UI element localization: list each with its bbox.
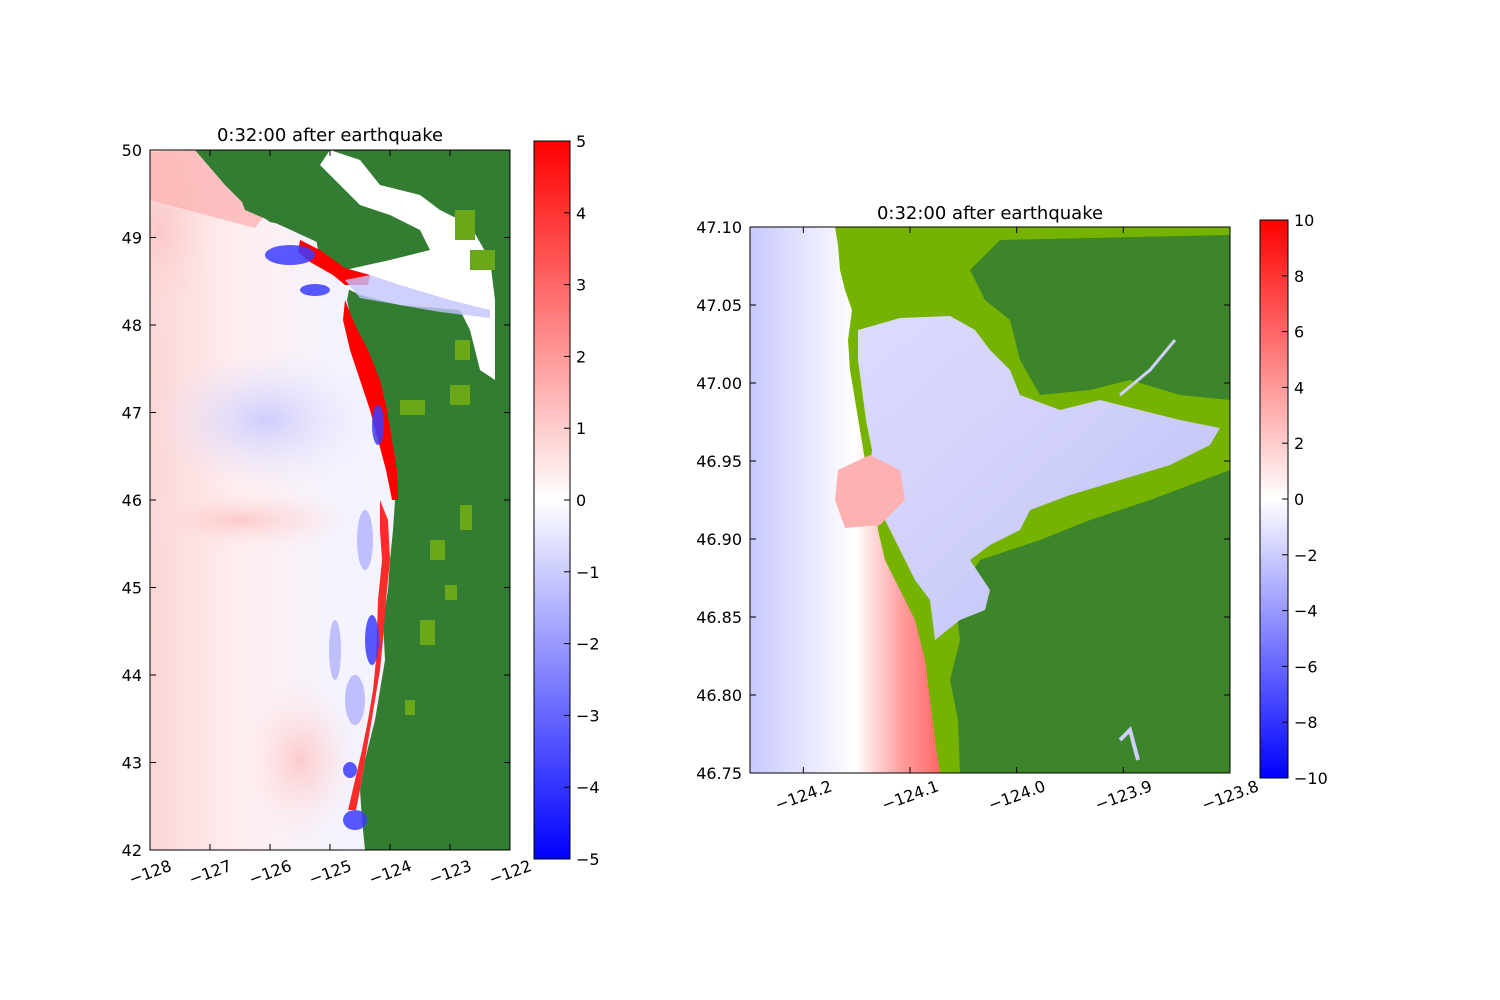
right-x-tick-label: −124.1: [879, 776, 941, 814]
left-y-tick-label: 43: [122, 754, 142, 773]
right-colorbar-tick-label: 4: [1294, 378, 1304, 397]
left-colorbar-tick-label: −1: [576, 563, 600, 582]
right-y-tick-label: 47.00: [696, 374, 742, 393]
left-colorbar-tick-label: −4: [576, 778, 600, 797]
left-colorbar-tick-label: 0: [576, 491, 586, 510]
left-red-coastal-band: [298, 240, 370, 285]
left-title: 0:32:00 after earthquake: [217, 125, 443, 146]
right-colorbar-ticks: −10 −8 −6 −4 −2 0 2 4 6 8 10: [1282, 211, 1328, 788]
left-colorbar-tick-label: 1: [576, 419, 586, 438]
right-map: [750, 227, 1230, 773]
right-x-tick-label: −124.2: [772, 776, 834, 814]
right-y-tick-label: 46.95: [696, 452, 742, 471]
left-y-tick-label: 48: [122, 316, 142, 335]
left-red-coastal-band-3: [348, 500, 390, 810]
right-y-tick-label: 46.80: [696, 686, 742, 705]
left-blue-eddy: [155, 350, 375, 490]
left-colorbar-tick-label: −5: [576, 850, 600, 869]
left-colorbar-ticks: −5 −4 −3 −2 −1 0 1 2 3 4 5: [564, 132, 600, 869]
right-title: 0:32:00 after earthquake: [877, 203, 1103, 224]
left-y-tick-label: 47: [122, 404, 142, 423]
left-blue-troughs: [265, 245, 384, 830]
left-pink-swirl: [150, 490, 360, 550]
left-vancouver-island: [230, 165, 420, 262]
left-colorbar-tick-label: 4: [576, 204, 586, 223]
right-x-tick-label: −123.9: [1092, 776, 1154, 814]
left-pale-blue-streaks: [329, 510, 373, 725]
left-panel: 0:32:00 after earthquake: [122, 125, 600, 889]
left-colorbar-tick-label: 5: [576, 132, 586, 151]
right-harbor-entrance: [835, 455, 905, 528]
left-land-light-patches: [400, 210, 495, 715]
left-x-tick-label: −125: [306, 856, 354, 889]
left-y-tick-label: 44: [122, 666, 142, 685]
right-axes-frame: [749, 226, 1231, 774]
left-colorbar-tick-label: −2: [576, 635, 600, 654]
left-y-tick-label: 49: [122, 229, 142, 248]
right-colorbar-tick-label: −10: [1294, 769, 1328, 788]
right-x-tick-label: −123.8: [1199, 776, 1261, 814]
right-forest-north: [970, 235, 1230, 400]
right-river-channel: [1119, 339, 1177, 397]
left-y-tick-label: 42: [122, 841, 142, 860]
right-x-tick-label: −124.0: [986, 776, 1048, 814]
left-y-ticks: 42 43 44 45 46 47 48 49 50: [122, 141, 510, 860]
right-colorbar-tick-label: −8: [1294, 713, 1318, 732]
right-y-tick-label: 46.75: [696, 764, 742, 783]
left-land: [195, 150, 510, 850]
right-colorbar-tick-label: 6: [1294, 323, 1304, 342]
left-x-tick-label: −123: [426, 856, 474, 889]
right-y-tick-label: 46.90: [696, 530, 742, 549]
right-river-channel-2: [1118, 726, 1140, 761]
left-x-tick-label: −124: [366, 856, 414, 889]
right-colorbar-tick-label: 2: [1294, 434, 1304, 453]
left-strait-gradient: [345, 275, 490, 318]
left-colorbar-tick-label: −3: [576, 706, 600, 725]
right-colorbar-tick-label: −6: [1294, 657, 1318, 676]
left-y-tick-label: 46: [122, 491, 142, 510]
right-colorbar-tick-label: −2: [1294, 546, 1318, 565]
left-colorbar-tick-label: 2: [576, 347, 586, 366]
left-x-tick-label: −128: [126, 856, 174, 889]
right-colorbar-tick-label: 8: [1294, 267, 1304, 286]
right-y-tick-label: 47.10: [696, 218, 742, 237]
right-colorbar-tick-label: 0: [1294, 490, 1304, 509]
right-panel: 0:32:00 after earthquake −124.2 −124.1 −12…: [696, 203, 1328, 815]
left-x-tick-label: −126: [246, 856, 294, 889]
left-map: [150, 150, 510, 850]
right-y-tick-label: 46.85: [696, 608, 742, 627]
left-colorbar-tick-label: 3: [576, 276, 586, 295]
right-forest-south: [950, 470, 1230, 773]
left-south-pink: [240, 680, 360, 840]
left-salish-sea: [320, 150, 495, 380]
left-red-coastal-band-2: [343, 300, 398, 500]
right-colorbar-tick-label: −4: [1294, 602, 1318, 621]
right-y-tick-label: 47.05: [696, 296, 742, 315]
left-x-tick-label: −122: [486, 856, 534, 889]
left-y-tick-label: 45: [122, 579, 142, 598]
right-y-ticks: 46.75 46.80 46.85 46.90 46.95 47.00 47.05 47.10: [696, 218, 1230, 783]
left-x-tick-label: −127: [186, 856, 234, 889]
right-bay: [858, 316, 1220, 640]
left-north-pink-stripe: [150, 150, 265, 228]
left-y-tick-label: 50: [122, 141, 142, 160]
right-colorbar-tick-label: 10: [1294, 211, 1314, 230]
